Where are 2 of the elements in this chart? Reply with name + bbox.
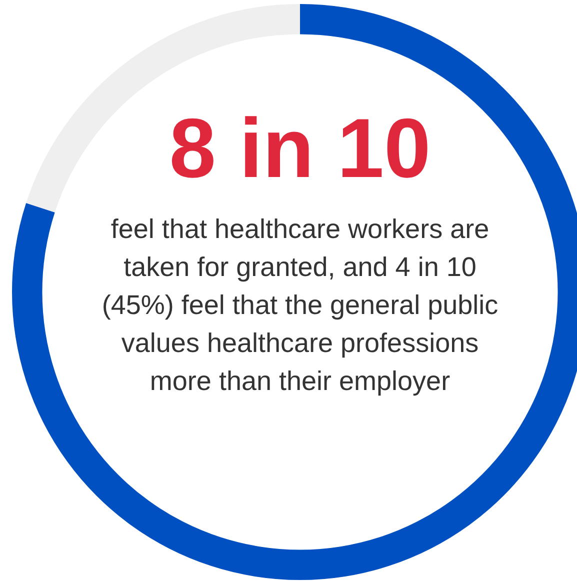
text: 8 in 10: [168, 100, 432, 196]
text: feel that healthcare workers are taken for granted, and 4 in 10 (45%) feel that the general public values healthcare professions more than their employer: [100, 213, 500, 398]
